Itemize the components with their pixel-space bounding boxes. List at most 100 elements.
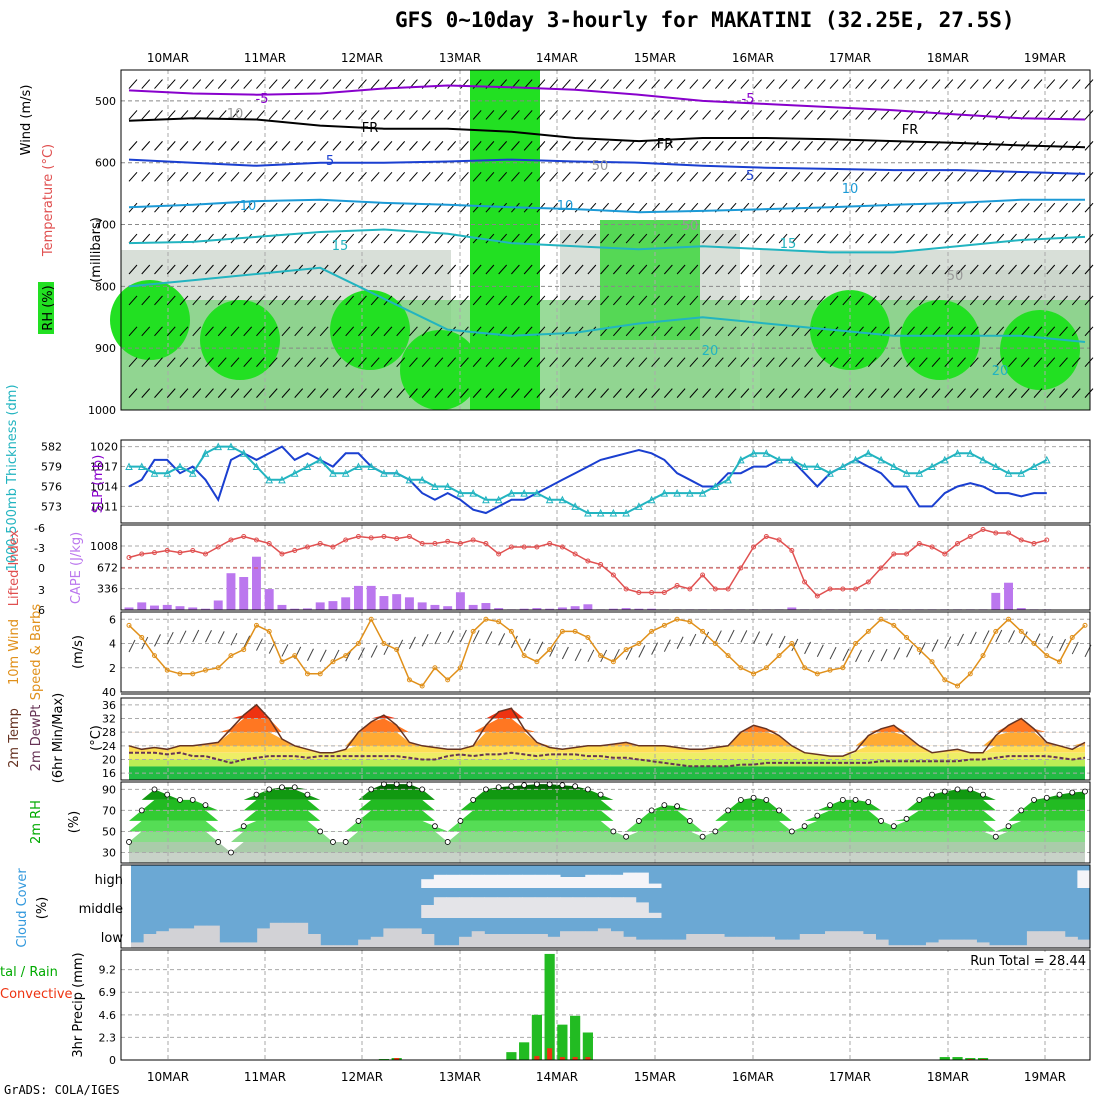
li-marker	[470, 537, 476, 543]
wind-barb	[600, 357, 610, 368]
wind-barb	[485, 202, 495, 213]
wind-barb	[396, 326, 406, 337]
cape-bar	[647, 608, 657, 610]
wind-barb	[1084, 202, 1094, 213]
thickness-marker	[915, 469, 924, 477]
wind-barb	[931, 326, 941, 337]
cape-bar	[239, 577, 249, 610]
wind-barb	[918, 357, 928, 368]
contour-label: FR	[362, 121, 379, 136]
wind-barb	[816, 295, 826, 306]
thickness-marker	[928, 462, 936, 471]
wind-barb	[829, 264, 839, 275]
wind-barb	[702, 631, 710, 645]
wind-speed-marker	[878, 616, 884, 622]
wind-barb	[778, 295, 788, 306]
thickness-marker	[405, 475, 414, 484]
wind-barb	[154, 357, 163, 368]
wind-barb	[867, 295, 877, 306]
thickness-marker	[392, 469, 401, 477]
wind-barb	[498, 633, 506, 646]
wind-barb	[829, 326, 839, 337]
wind-barb	[307, 202, 316, 213]
wind-barb	[205, 388, 214, 398]
rh-shade	[470, 70, 540, 410]
cloud-high-bar	[635, 872, 649, 888]
wind-barb	[358, 326, 367, 337]
wind-barb	[727, 295, 737, 306]
wind-barb	[523, 638, 531, 651]
wind-barb	[396, 110, 406, 120]
wind-barb	[829, 79, 839, 89]
wind-barb	[906, 79, 915, 89]
contour-5	[128, 158, 1086, 175]
li-marker	[712, 586, 718, 592]
wind-barb	[1046, 388, 1056, 398]
wind-barb	[1071, 110, 1081, 120]
chart-title: GFS 0~10day 3-hourly for MAKATINI (32.25…	[395, 8, 1015, 32]
wind-speed-marker	[967, 671, 973, 677]
wind-barb	[880, 79, 890, 89]
temp-band	[129, 732, 1085, 746]
cloud-low-bar	[408, 928, 422, 948]
wind-barb	[663, 264, 673, 275]
contour-label: 5	[746, 169, 754, 184]
wind-barb	[141, 110, 151, 120]
wind-barb	[1033, 295, 1043, 306]
wind-barb	[816, 264, 826, 275]
y-tick-cape: 1008	[90, 540, 118, 553]
wind-barb	[319, 171, 329, 182]
li-marker	[700, 572, 706, 578]
wind-barb	[587, 264, 597, 275]
li-marker	[394, 536, 400, 542]
wind-barb	[625, 357, 635, 368]
wind-barb	[893, 233, 903, 244]
precip-total-bar	[939, 1057, 950, 1060]
wind-barb	[396, 295, 406, 306]
rh-marker	[304, 791, 311, 798]
cloud-high-bar	[585, 874, 599, 888]
rh-marker	[177, 796, 183, 803]
y-tick-temp: 32	[102, 713, 116, 726]
wind-barb	[1059, 388, 1068, 398]
wind-barb	[714, 326, 724, 337]
wind-barb	[562, 295, 571, 306]
thickness-marker	[201, 449, 210, 457]
cloud-low-bar	[496, 934, 511, 948]
rh-marker	[674, 803, 681, 810]
wind-barb	[612, 233, 622, 244]
thickness-marker	[851, 455, 860, 464]
wind-barb	[562, 110, 571, 120]
rh-marker	[610, 828, 617, 835]
precip-total-bar	[582, 1032, 593, 1060]
wind-speed-marker	[687, 619, 693, 625]
cloud-low-bar	[736, 936, 750, 948]
wind-barb	[651, 264, 660, 275]
wind-barb	[714, 110, 724, 120]
wind-barb	[217, 388, 227, 398]
wind-barb	[893, 171, 903, 182]
li-marker	[942, 551, 948, 557]
wind-barb	[931, 639, 939, 652]
cloud-low-bar	[862, 934, 876, 948]
wind-speed-marker	[355, 641, 361, 647]
wind-speed-marker	[394, 647, 400, 653]
thickness-marker	[278, 475, 286, 484]
li-marker	[598, 562, 604, 567]
wind-barb	[689, 79, 699, 89]
wind-barb	[625, 647, 633, 660]
cloud-low-bar	[761, 936, 776, 948]
wind-barb	[307, 326, 316, 337]
wind-barb	[931, 233, 941, 244]
lifted-index-line	[128, 528, 1047, 597]
li-marker	[279, 551, 285, 557]
wind-barb	[166, 295, 176, 306]
wind-barb	[702, 171, 711, 182]
y-tick-wind: 40	[102, 686, 116, 699]
wind-barb	[511, 141, 520, 151]
wind-speed-marker	[649, 628, 655, 634]
wind-speed-marker	[445, 677, 451, 683]
wind-barb	[1033, 388, 1043, 398]
wind-barb	[1059, 326, 1068, 337]
wind-barb	[1008, 264, 1017, 275]
